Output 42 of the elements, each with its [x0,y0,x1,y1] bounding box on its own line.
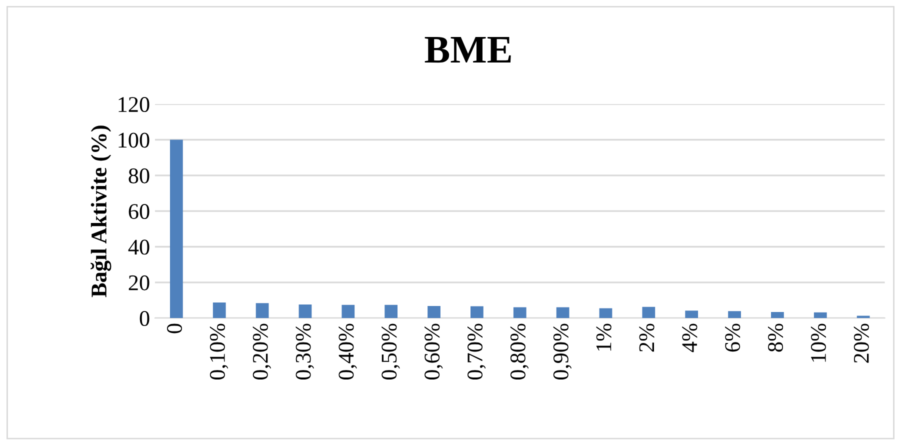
x-tick-label: 0,10% [210,324,228,380]
x-tick-label: 2% [639,324,654,352]
bar [556,307,570,318]
bar [428,306,440,318]
bar [212,302,226,318]
x-tick-label: 20% [854,324,869,363]
x-tick-label: 0,80% [510,324,529,380]
bar [342,304,355,318]
bar [814,312,827,318]
bar [170,140,183,318]
x-tick-label: 4% [682,324,698,352]
x-tick-label: 0,20% [252,324,272,380]
bar [642,306,656,318]
x-tick-label: 0,60% [424,324,443,380]
x-tick-label: 10% [810,324,826,362]
bar [685,310,698,318]
bar [771,312,784,318]
y-tick-label: 120 [118,97,150,112]
y-tick-label: 80 [128,168,150,184]
x-tick-label: 1% [596,324,612,351]
x-tick-label: 0,40% [338,324,357,380]
x-tick-label: 0,50% [382,324,400,380]
bar [728,311,741,318]
x-tick-label: 0,30% [296,324,314,380]
y-tick-label: 40 [128,240,150,255]
y-tick-label: 60 [128,204,150,220]
x-tick-label: 0 [167,324,182,334]
bar [513,307,526,318]
bar [470,306,484,318]
y-tick-label: 0 [140,311,150,326]
bar [256,303,269,318]
y-tick-label: 100 [118,132,150,148]
chart-title: BME [424,37,511,63]
x-tick-label: 0,90% [553,324,572,380]
bar [599,308,612,318]
x-tick-label: 6% [725,324,740,352]
bar [298,304,312,318]
x-tick-label: 0,70% [468,324,486,380]
y-axis-title: Bağıl Aktivite (%) [90,126,112,298]
x-tick-label: 8% [768,324,784,352]
bar [384,304,398,318]
y-tick-label: 20 [128,275,150,290]
